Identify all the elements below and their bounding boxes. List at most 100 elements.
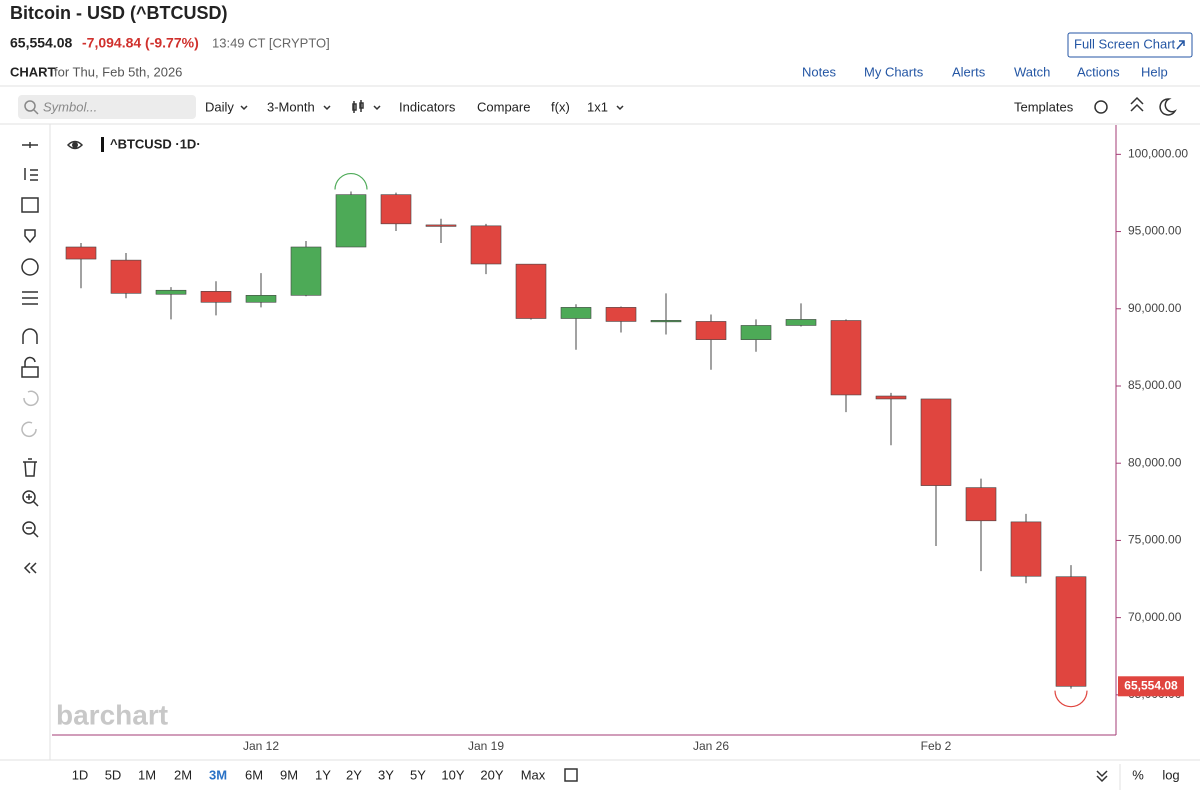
- undo[interactable]: [23, 390, 39, 407]
- search-icon-handle: [33, 109, 39, 115]
- collapse-tools[interactable]: [23, 562, 37, 574]
- expand-icon: [1176, 40, 1185, 50]
- toolbar-item[interactable]: Indicators: [399, 99, 456, 114]
- range-button[interactable]: 3M: [209, 767, 227, 782]
- dropdown-caret: [323, 105, 331, 111]
- full-screen-label[interactable]: Full Screen Chart: [1074, 36, 1176, 51]
- last-price-label: 65,554.08: [1124, 678, 1178, 692]
- symbol-input[interactable]: [18, 95, 196, 119]
- high-marker: [334, 172, 368, 190]
- scale-button[interactable]: log: [1162, 767, 1179, 782]
- chart-label: CHART: [10, 64, 56, 79]
- range-button[interactable]: 2M: [174, 767, 192, 782]
- range-button[interactable]: 1Y: [315, 767, 331, 782]
- zoom-in[interactable]: [22, 490, 36, 504]
- chart-date: for Thu, Feb 5th, 2026: [54, 64, 182, 79]
- collapse-icon[interactable]: [1130, 96, 1144, 112]
- range-button[interactable]: 1D: [72, 767, 89, 782]
- range-button[interactable]: Max: [521, 767, 546, 782]
- dropdown-caret: [373, 105, 381, 111]
- legend: ^BTCUSD ·1D·: [110, 136, 201, 151]
- delete[interactable]: [23, 458, 37, 477]
- toolbar-item[interactable]: Compare: [477, 99, 530, 114]
- lock[interactable]: [21, 366, 39, 378]
- candle-body: [1055, 576, 1087, 687]
- range-button[interactable]: 2Y: [346, 767, 362, 782]
- redo[interactable]: [21, 421, 37, 438]
- tool-arrow[interactable]: [24, 229, 36, 244]
- y-tick-label: 95,000.00: [1128, 224, 1182, 238]
- title: Bitcoin - USD (^BTCUSD): [10, 3, 228, 23]
- range-button[interactable]: 20Y: [480, 767, 503, 782]
- range-button[interactable]: 3Y: [378, 767, 394, 782]
- range-button[interactable]: 1M: [138, 767, 156, 782]
- dark-mode-icon[interactable]: [1159, 98, 1177, 116]
- change: -7,094.84 (-9.77%): [82, 35, 199, 51]
- price: 65,554.08: [10, 35, 72, 51]
- candle-body: [245, 295, 277, 303]
- toolbar-item[interactable]: Daily: [205, 99, 234, 114]
- zoom-in-mark: [26, 494, 39, 507]
- settings-icon[interactable]: [1094, 100, 1108, 114]
- toolbar-item[interactable]: f(x): [551, 99, 570, 114]
- y-tick-label: 75,000.00: [1128, 533, 1182, 547]
- range-button[interactable]: 6M: [245, 767, 263, 782]
- dropdown-caret: [616, 105, 624, 111]
- x-tick-label: Jan 12: [243, 739, 279, 753]
- calendar-icon[interactable]: [564, 768, 578, 782]
- candle-body: [650, 320, 682, 323]
- tool-rect[interactable]: [21, 197, 39, 213]
- candle-body: [785, 319, 817, 326]
- full-screen-button[interactable]: [1067, 32, 1193, 58]
- range-button[interactable]: 10Y: [441, 767, 464, 782]
- candle-body: [335, 194, 367, 248]
- header-link[interactable]: Notes: [802, 64, 836, 79]
- range-button[interactable]: 9M: [280, 767, 298, 782]
- magnet[interactable]: [22, 328, 38, 344]
- header-link[interactable]: Watch: [1014, 64, 1050, 79]
- candle-body: [965, 487, 997, 522]
- toolbar-item[interactable]: 3-Month: [267, 99, 315, 114]
- candle-body: [155, 289, 187, 295]
- candle-body: [425, 224, 457, 227]
- tool-line[interactable]: [22, 142, 38, 148]
- scale-button[interactable]: %: [1132, 767, 1144, 782]
- zoom-out[interactable]: [22, 521, 36, 535]
- range-button[interactable]: 5Y: [410, 767, 426, 782]
- eye-outline: [66, 140, 84, 150]
- expand-ranges[interactable]: [1096, 770, 1108, 783]
- header-link[interactable]: Actions: [1077, 64, 1120, 79]
- candle-body: [110, 259, 142, 294]
- templates[interactable]: Templates: [1014, 99, 1074, 114]
- toolbar-item[interactable]: 1x1: [587, 99, 608, 114]
- tool-count[interactable]: [21, 258, 39, 276]
- y-tick-label: 70,000.00: [1128, 610, 1182, 624]
- candle-type-icon[interactable]: [352, 100, 364, 113]
- links: Notes My Charts Alerts Watch Actions Help: [802, 64, 1168, 79]
- candle-body: [875, 395, 907, 400]
- y-tick-label: 90,000.00: [1128, 301, 1182, 315]
- range-bar: 1D 5D 1M 2M 3M 6M 9M 1Y 2Y 3Y 5Y 10Y 20Y Max% log: [72, 767, 1180, 782]
- header-link[interactable]: Alerts: [952, 64, 986, 79]
- header-link[interactable]: My Charts: [864, 64, 924, 79]
- y-tick-label: 80,000.00: [1128, 455, 1182, 469]
- eye-icon[interactable]: [72, 142, 78, 148]
- y-tick-label: 85,000.00: [1128, 378, 1182, 392]
- candle-body: [65, 246, 97, 260]
- symbol-placeholder: Symbol...: [43, 99, 97, 114]
- toolbar: Daily 3-Month Indicators Compare f(x) 1x1: [205, 99, 624, 114]
- candle-body: [830, 320, 862, 396]
- header-link[interactable]: Help: [1141, 64, 1168, 79]
- y-tick-label: 100,000.00: [1128, 147, 1188, 161]
- tool-fib[interactable]: [24, 168, 38, 181]
- watermark: barchart: [56, 699, 168, 730]
- candle-body: [1010, 521, 1042, 577]
- candle-body: [695, 321, 727, 340]
- search-icon: [24, 100, 36, 112]
- candle-body: [290, 246, 322, 296]
- x-tick-label: Jan 19: [468, 739, 504, 753]
- plot: 65,000.0070,000.0075,000.0080,000.0085,0…: [65, 147, 1188, 753]
- range-button[interactable]: 5D: [105, 767, 122, 782]
- tool-measure[interactable]: [22, 291, 38, 305]
